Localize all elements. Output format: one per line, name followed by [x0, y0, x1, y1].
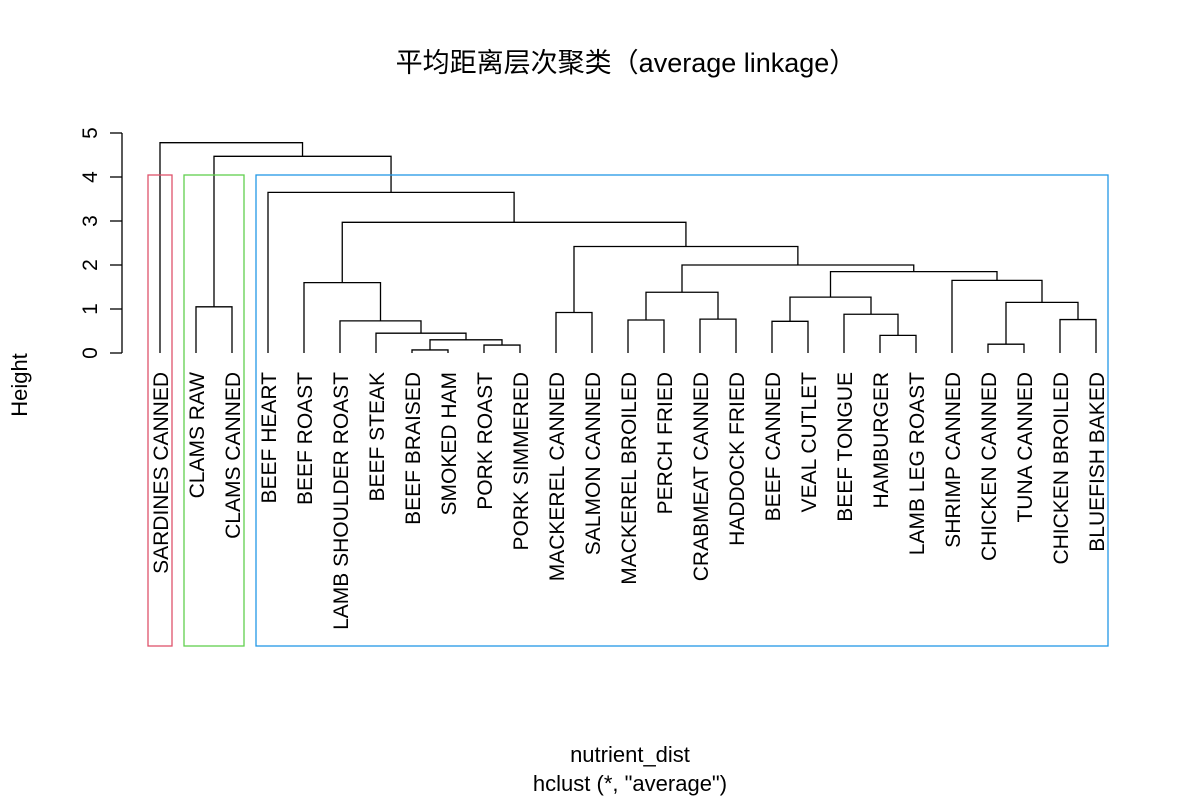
dendrogram-merge — [195, 306, 233, 353]
dendrogram-merge — [573, 245, 799, 313]
y-tick-label: 1 — [79, 303, 102, 315]
y-axis: 0 1 2 3 4 5 — [79, 127, 123, 359]
cluster-boxes — [147, 174, 1109, 647]
leaf-label: BEEF STEAK — [366, 372, 389, 502]
leaf-label: CHICKEN BROILED — [1050, 372, 1073, 565]
leaf-label: PORK SIMMERED — [510, 372, 533, 551]
leaf-label: BEEF CANNED — [762, 372, 785, 521]
leaf-label: BEEF TONGUE — [834, 372, 857, 522]
dendrogram-merge — [341, 221, 687, 283]
dendrogram-merge — [339, 320, 422, 353]
leaf-label: SALMON CANNED — [582, 372, 605, 555]
leaf-label: VEAL CUTLET — [798, 372, 821, 513]
leaf-label: CRABMEAT CANNED — [690, 372, 713, 581]
leaf-label: LAMB SHOULDER ROAST — [330, 372, 353, 630]
chart-title: 平均距离层次聚类（average linkage） — [396, 48, 857, 78]
dendrogram-merge — [699, 318, 737, 353]
leaf-label: HAMBURGER — [870, 372, 893, 509]
dendrogram-merge — [483, 344, 521, 353]
dendrogram-merge — [627, 319, 665, 353]
leaf-label: CLAMS CANNED — [222, 372, 245, 539]
dendrogram-merge — [843, 313, 899, 353]
cluster-rect — [147, 174, 173, 647]
dendrogram-merge — [987, 343, 1025, 353]
leaf-label: SHRIMP CANNED — [942, 372, 965, 548]
dendrogram-merge — [303, 281, 382, 353]
leaf-label: SMOKED HAM — [438, 372, 461, 516]
leaf-label: PERCH FRIED — [654, 372, 677, 514]
dendrogram-merge — [681, 264, 915, 293]
y-tick-label: 0 — [79, 347, 102, 359]
dendrogram-merge — [879, 334, 917, 353]
cluster-rect — [183, 174, 245, 647]
leaf-label: MACKEREL BROILED — [618, 372, 641, 585]
leaf-label: TUNA CANNED — [1014, 372, 1037, 523]
cluster-rect — [255, 174, 1109, 647]
y-tick-label: 5 — [79, 127, 102, 139]
y-tick-label: 4 — [79, 171, 102, 183]
dendrogram-merge — [1005, 301, 1079, 345]
dendrogram-merge — [789, 296, 872, 322]
dendrogram-merge — [829, 270, 998, 298]
y-tick-label: 2 — [79, 259, 102, 271]
leaf-label: PORK ROAST — [474, 372, 497, 510]
dendrogram-merge — [951, 279, 1043, 353]
leaf-label: CHICKEN CANNED — [978, 372, 1001, 561]
dendrogram-merge — [555, 311, 593, 353]
leaf-labels: SARDINES CANNED CLAMS RAW CLAMS CANNED BEEF… — [150, 372, 1109, 630]
leaf-label: HADDOCK FRIED — [726, 372, 749, 546]
leaf-label: LAMB LEG ROAST — [906, 372, 929, 555]
x-axis-label: nutrient_dist — [570, 742, 690, 767]
leaf-label: MACKEREL CANNED — [546, 372, 569, 581]
y-axis-label: Height — [7, 353, 32, 417]
leaf-label: BEEF HEART — [258, 372, 281, 504]
leaf-label: CLAMS RAW — [186, 372, 209, 499]
leaf-label: BLUEFISH BAKED — [1086, 372, 1109, 552]
dendrogram-merge — [267, 191, 515, 353]
x-axis-subtitle: hclust (*, "average") — [533, 771, 727, 796]
dendrogram-merge — [645, 291, 719, 320]
dendrogram-merge — [411, 349, 449, 353]
dendrogram-merge — [213, 155, 392, 307]
dendrogram-merge — [159, 142, 304, 353]
dendrogram-links — [159, 142, 1097, 353]
leaf-label: BEEF ROAST — [294, 372, 317, 505]
y-tick-label: 3 — [79, 215, 102, 227]
dendrogram-merge — [1059, 318, 1097, 353]
dendrogram-merge — [771, 320, 809, 353]
leaf-label: SARDINES CANNED — [150, 372, 173, 574]
leaf-label: BEEF BRAISED — [402, 372, 425, 525]
